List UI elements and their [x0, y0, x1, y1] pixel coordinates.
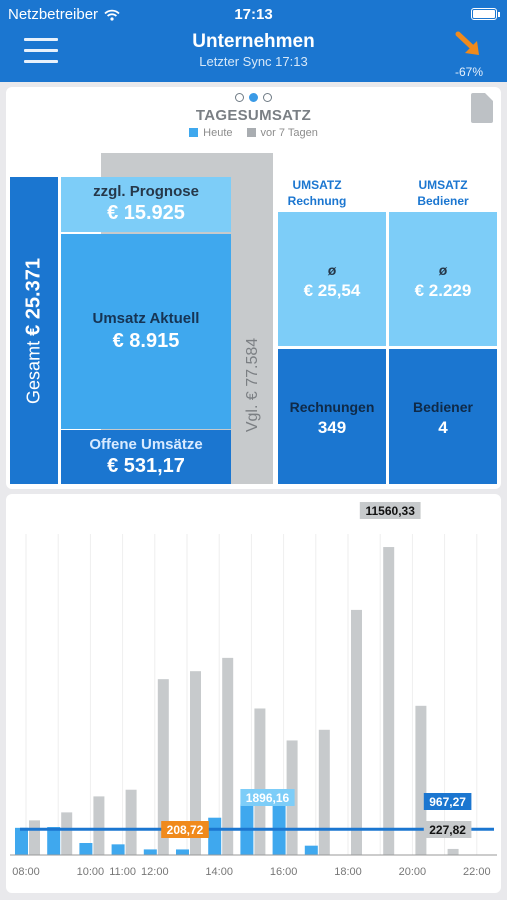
value-label: 227,82 — [429, 823, 466, 837]
x-tick-label: 14:00 — [205, 866, 233, 878]
x-tick-label: 18:00 — [334, 866, 362, 878]
chart-legend: Heute vor 7 Tagen — [6, 127, 501, 139]
avg-symbol: ø — [327, 262, 337, 278]
x-tick-label: 22:00 — [463, 866, 491, 878]
hourly-revenue-chart[interactable]: 08:00 10:00 11:00 12:00 14:00 16:00 18:00 20:00… — [6, 494, 501, 893]
bar-previous-week — [254, 708, 266, 855]
operator-count-tile: Bediener 4 — [389, 349, 497, 484]
bar-previous-week — [222, 657, 234, 855]
invoice-count-tile: Rechnungen 349 — [278, 349, 386, 484]
page-dot[interactable] — [263, 93, 272, 102]
current-revenue-label: Umsatz Aktuell — [92, 310, 200, 327]
current-revenue-block: Umsatz Aktuell € 8.915 — [61, 234, 231, 429]
bar-today — [111, 844, 125, 855]
page-indicator[interactable] — [6, 93, 501, 102]
value-label-bg — [161, 821, 209, 838]
bar-previous-week — [190, 671, 201, 855]
bar-previous-week — [157, 679, 169, 855]
value-label-bg — [423, 821, 472, 838]
value-label-bg — [423, 793, 472, 810]
forecast-value: € 15.925 — [107, 202, 185, 224]
bar-previous-week — [61, 812, 73, 855]
open-revenue-block: Offene Umsätze € 531,17 — [61, 430, 231, 484]
value-label: 1896,16 — [246, 791, 290, 805]
avg-invoice-tile: ø € 25,54 — [278, 212, 386, 346]
page-title: Unternehmen — [192, 31, 315, 52]
trend-indicator[interactable]: -67% — [449, 30, 489, 79]
bar-previous-week — [318, 729, 330, 855]
legend-week: vor 7 Tagen — [246, 127, 318, 139]
bar-previous-week — [447, 848, 459, 855]
total-bar: Gesamt € 25.371 — [10, 177, 58, 484]
menu-icon[interactable] — [24, 38, 58, 64]
total-label: Gesamt — [23, 340, 44, 404]
open-revenue-value: € 531,17 — [107, 455, 185, 477]
x-tick-label: 12:00 — [141, 866, 169, 878]
bar-previous-week — [125, 789, 137, 855]
open-revenue-label: Offene Umsätze — [89, 436, 203, 453]
sync-status: Letzter Sync 17:13 — [199, 54, 308, 69]
card-title: TAGESUMSATZ — [195, 107, 312, 124]
x-tick-label: 08:00 — [12, 866, 40, 878]
value-label-bg — [240, 789, 295, 806]
bar-today — [208, 817, 222, 855]
bar-today — [143, 849, 157, 855]
battery-icon — [471, 8, 500, 20]
operator-count-value: 4 — [438, 418, 448, 437]
document-icon[interactable] — [471, 93, 493, 123]
bar-today — [176, 849, 189, 855]
page-dot-active[interactable] — [249, 93, 258, 102]
bar-previous-week — [351, 609, 362, 855]
column-header-operator: UMSATZ Bediener — [417, 178, 469, 208]
x-tick-label: 11:00 — [109, 866, 136, 878]
current-revenue-value: € 8.915 — [112, 330, 180, 352]
x-tick-label: 20:00 — [399, 866, 427, 878]
status-bar: Netzbetreiber 17:13 — [0, 0, 507, 28]
legend-today: Heute — [189, 127, 233, 139]
hourly-chart-card[interactable]: 08:00 10:00 11:00 12:00 14:00 16:00 18:00 20:00… — [6, 494, 501, 893]
trend-down-arrow-icon — [455, 31, 479, 55]
forecast-block: zzgl. Prognose € 15.925 — [61, 177, 231, 232]
status-time: 17:13 — [234, 6, 273, 23]
bar-previous-week — [383, 547, 395, 855]
value-label: 967,27 — [429, 795, 466, 809]
carrier-info: Netzbetreiber — [8, 6, 120, 23]
bar-today — [15, 827, 28, 855]
comparison-value: Vgl. € 77.584 — [244, 337, 261, 433]
bar-today — [79, 843, 93, 855]
trend-percentage: -67% — [454, 65, 483, 79]
operator-count-label: Bediener — [413, 399, 473, 415]
carrier-name: Netzbetreiber — [8, 6, 99, 23]
forecast-label: zzgl. Prognose — [93, 183, 199, 200]
avg-operator-tile: ø € 2.229 — [389, 212, 497, 346]
total-value: € 25.371 — [22, 257, 45, 336]
page-dot[interactable] — [235, 93, 244, 102]
value-label-bg — [359, 502, 421, 519]
bar-today — [304, 845, 318, 855]
x-tick-label: 10:00 — [77, 866, 105, 878]
value-label: 208,72 — [167, 823, 204, 837]
bar-previous-week — [29, 820, 40, 855]
invoice-count-label: Rechnungen — [289, 399, 375, 415]
app-header: Netzbetreiber 17:13 Unternehmen Letzter … — [0, 0, 507, 82]
value-label: 11560,33 — [366, 504, 416, 518]
bar-previous-week — [415, 705, 427, 855]
x-tick-label: 16:00 — [270, 866, 298, 878]
avg-operator-value: € 2.229 — [414, 281, 472, 300]
wifi-icon — [104, 9, 120, 21]
avg-symbol: ø — [438, 262, 448, 278]
avg-invoice-value: € 25,54 — [303, 281, 361, 300]
daily-revenue-card[interactable]: TAGESUMSATZ Heute vor 7 Tagen Vgl. € 77.… — [6, 87, 501, 489]
invoice-count-value: 349 — [317, 418, 347, 437]
bar-previous-week — [93, 796, 105, 855]
column-header-invoice: UMSATZ Rechnung — [287, 178, 347, 208]
bar-today — [47, 827, 61, 855]
